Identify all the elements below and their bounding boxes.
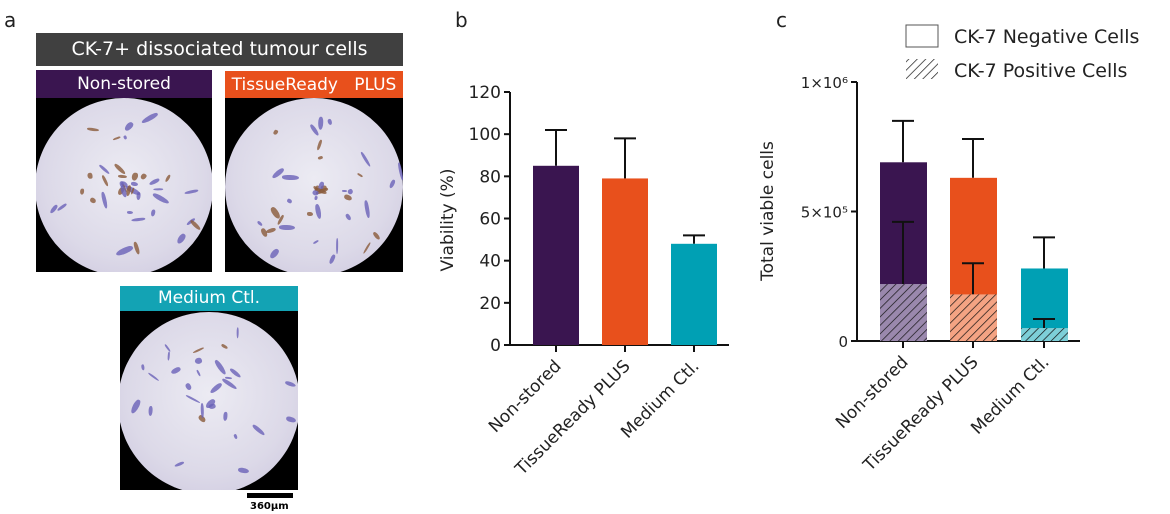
micrograph-tissueready-plus [225, 98, 403, 272]
micrograph-medium-ctl [120, 311, 298, 490]
chart-c-legend: CK-7 Negative Cells CK-7 Positive Cells [905, 24, 1139, 82]
chart-b-y-tick-label: 20 [479, 294, 501, 314]
chart-b-bar [671, 243, 717, 345]
chart-b-y-tick-label: 100 [469, 125, 501, 145]
culture-well [225, 98, 403, 272]
legend-label-negative: CK-7 Negative Cells [954, 26, 1139, 48]
chart-b-y-tick-label: 80 [479, 167, 501, 187]
chart-c-bar-positive-hatch [950, 294, 997, 341]
chart-c-x-tick-label: TissueReady PLUS [859, 352, 983, 476]
panel-label-b: b [455, 8, 468, 32]
chart-c-y-tick-label: 1×10⁶ [801, 74, 848, 92]
chart-b-y-tick-label: 120 [469, 83, 501, 103]
chart-b-y-tick-label: 0 [490, 336, 501, 356]
scale-bar [247, 493, 293, 498]
image-header-non-stored: Non-stored [36, 70, 212, 98]
chart-c-bar-positive-hatch [1021, 328, 1068, 341]
image-header-tissueready-plus: TissueReady PLUS [225, 71, 403, 98]
culture-well [36, 98, 212, 272]
chart-b-y-tick-label: 40 [479, 252, 501, 272]
chart-c-y-tick-label: 5×10⁵ [801, 204, 848, 222]
chart-c-bar-positive-hatch [880, 284, 927, 341]
chart-b-ylabel: Viability (%) [438, 169, 458, 272]
legend-label-positive: CK-7 Positive Cells [954, 60, 1127, 82]
scale-bar-label: 360µm [250, 501, 289, 512]
panel-a-title: CK-7+ dissociated tumour cells [36, 33, 403, 66]
culture-well [120, 311, 298, 490]
chart-b-bar [533, 165, 579, 345]
image-header-medium-ctl: Medium Ctl. [120, 286, 298, 311]
chart-c-ylabel: Total viable cells [758, 141, 778, 282]
legend-swatch-negative [905, 24, 939, 48]
panel-label-c: c [776, 8, 787, 32]
chart-b-x-tick-label: TissueReady PLUS [511, 356, 635, 480]
panel-label-a: a [4, 8, 17, 32]
chart-c-y-tick-label: 0 [838, 333, 848, 351]
chart-b-bar [602, 178, 648, 345]
legend-swatch-positive [906, 59, 938, 79]
chart-b-y-tick-label: 60 [479, 210, 501, 230]
micrograph-non-stored [36, 98, 212, 272]
